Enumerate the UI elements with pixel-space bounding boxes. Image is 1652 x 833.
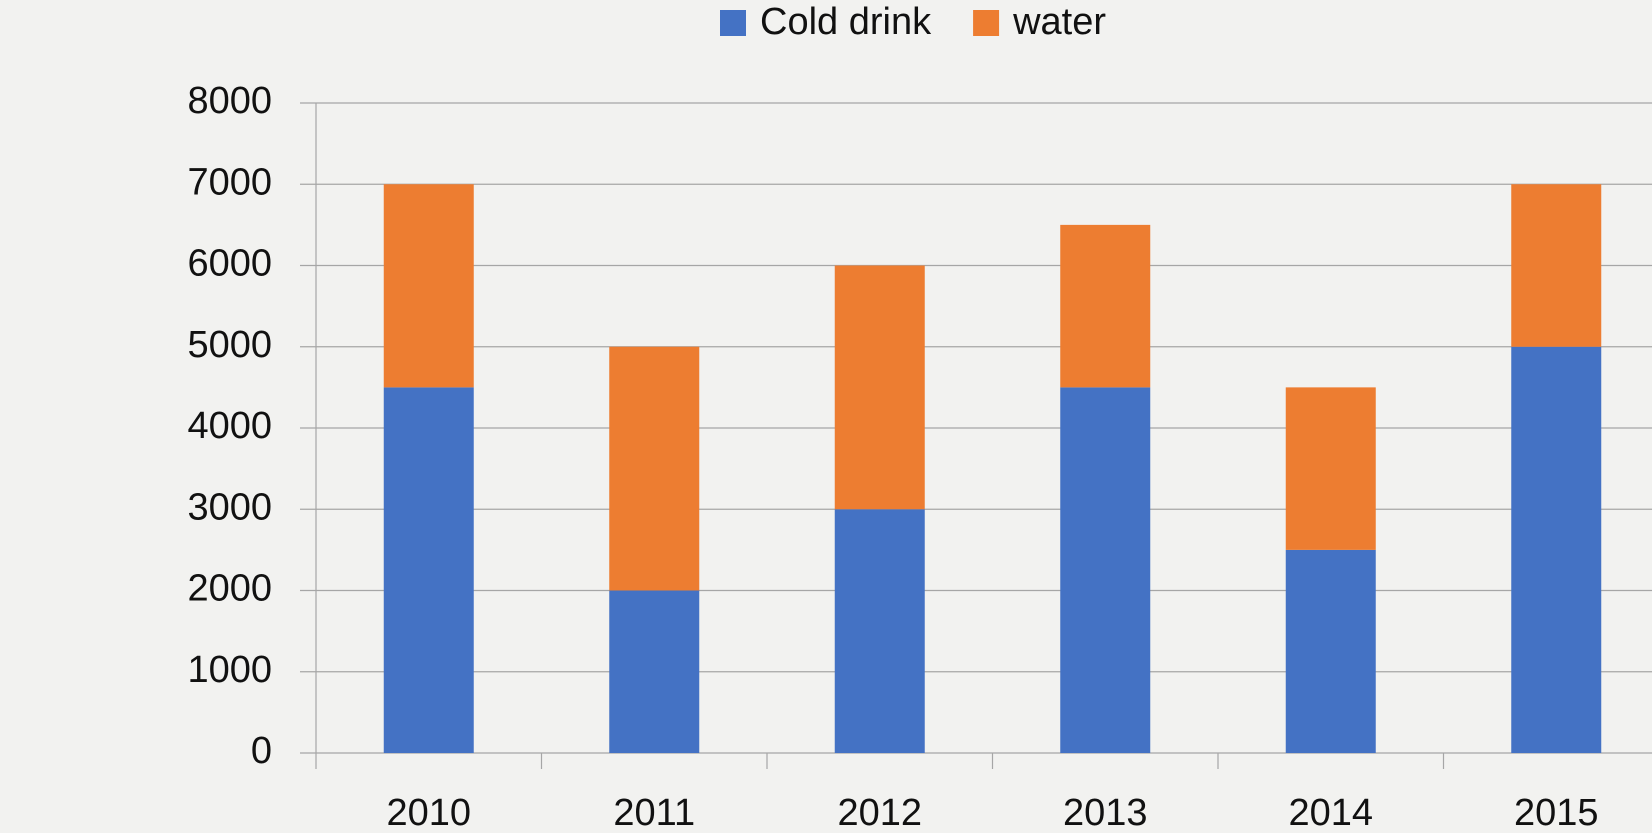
legend-label: water	[1012, 1, 1106, 43]
x-tick-label: 2011	[613, 792, 695, 833]
bar-segment	[1285, 387, 1376, 550]
bar-segment	[383, 387, 474, 753]
x-tick-label: 2010	[386, 792, 471, 833]
bar-segment	[1511, 346, 1602, 753]
bar-segment	[834, 265, 925, 510]
bar-segment	[383, 184, 474, 388]
x-tick-label: 2013	[1063, 792, 1148, 833]
legend-swatch	[973, 10, 1000, 36]
bar-segment	[609, 590, 700, 753]
legend-swatch	[720, 10, 746, 36]
y-tick-label: 0	[251, 730, 272, 772]
bar-segment	[834, 509, 925, 753]
y-tick-label: 7000	[187, 161, 272, 203]
y-tick-label: 2000	[187, 568, 272, 610]
x-tick-label: 2015	[1514, 792, 1599, 833]
y-tick-label: 4000	[187, 405, 272, 447]
bar-segment	[1511, 184, 1602, 347]
y-tick-label: 3000	[187, 486, 272, 528]
y-tick-label: 5000	[187, 324, 272, 366]
bar-segment	[1060, 224, 1151, 388]
y-tick-label: 6000	[187, 243, 272, 285]
x-tick-label: 2014	[1288, 792, 1373, 833]
x-tick-label: 2012	[837, 792, 922, 833]
bar-segment	[609, 346, 700, 591]
legend-label: Cold drink	[760, 1, 932, 43]
y-tick-label: 8000	[187, 80, 272, 122]
y-tick-label: 1000	[187, 649, 272, 691]
bar-segment	[1285, 549, 1376, 753]
bar-segment	[1060, 387, 1151, 753]
